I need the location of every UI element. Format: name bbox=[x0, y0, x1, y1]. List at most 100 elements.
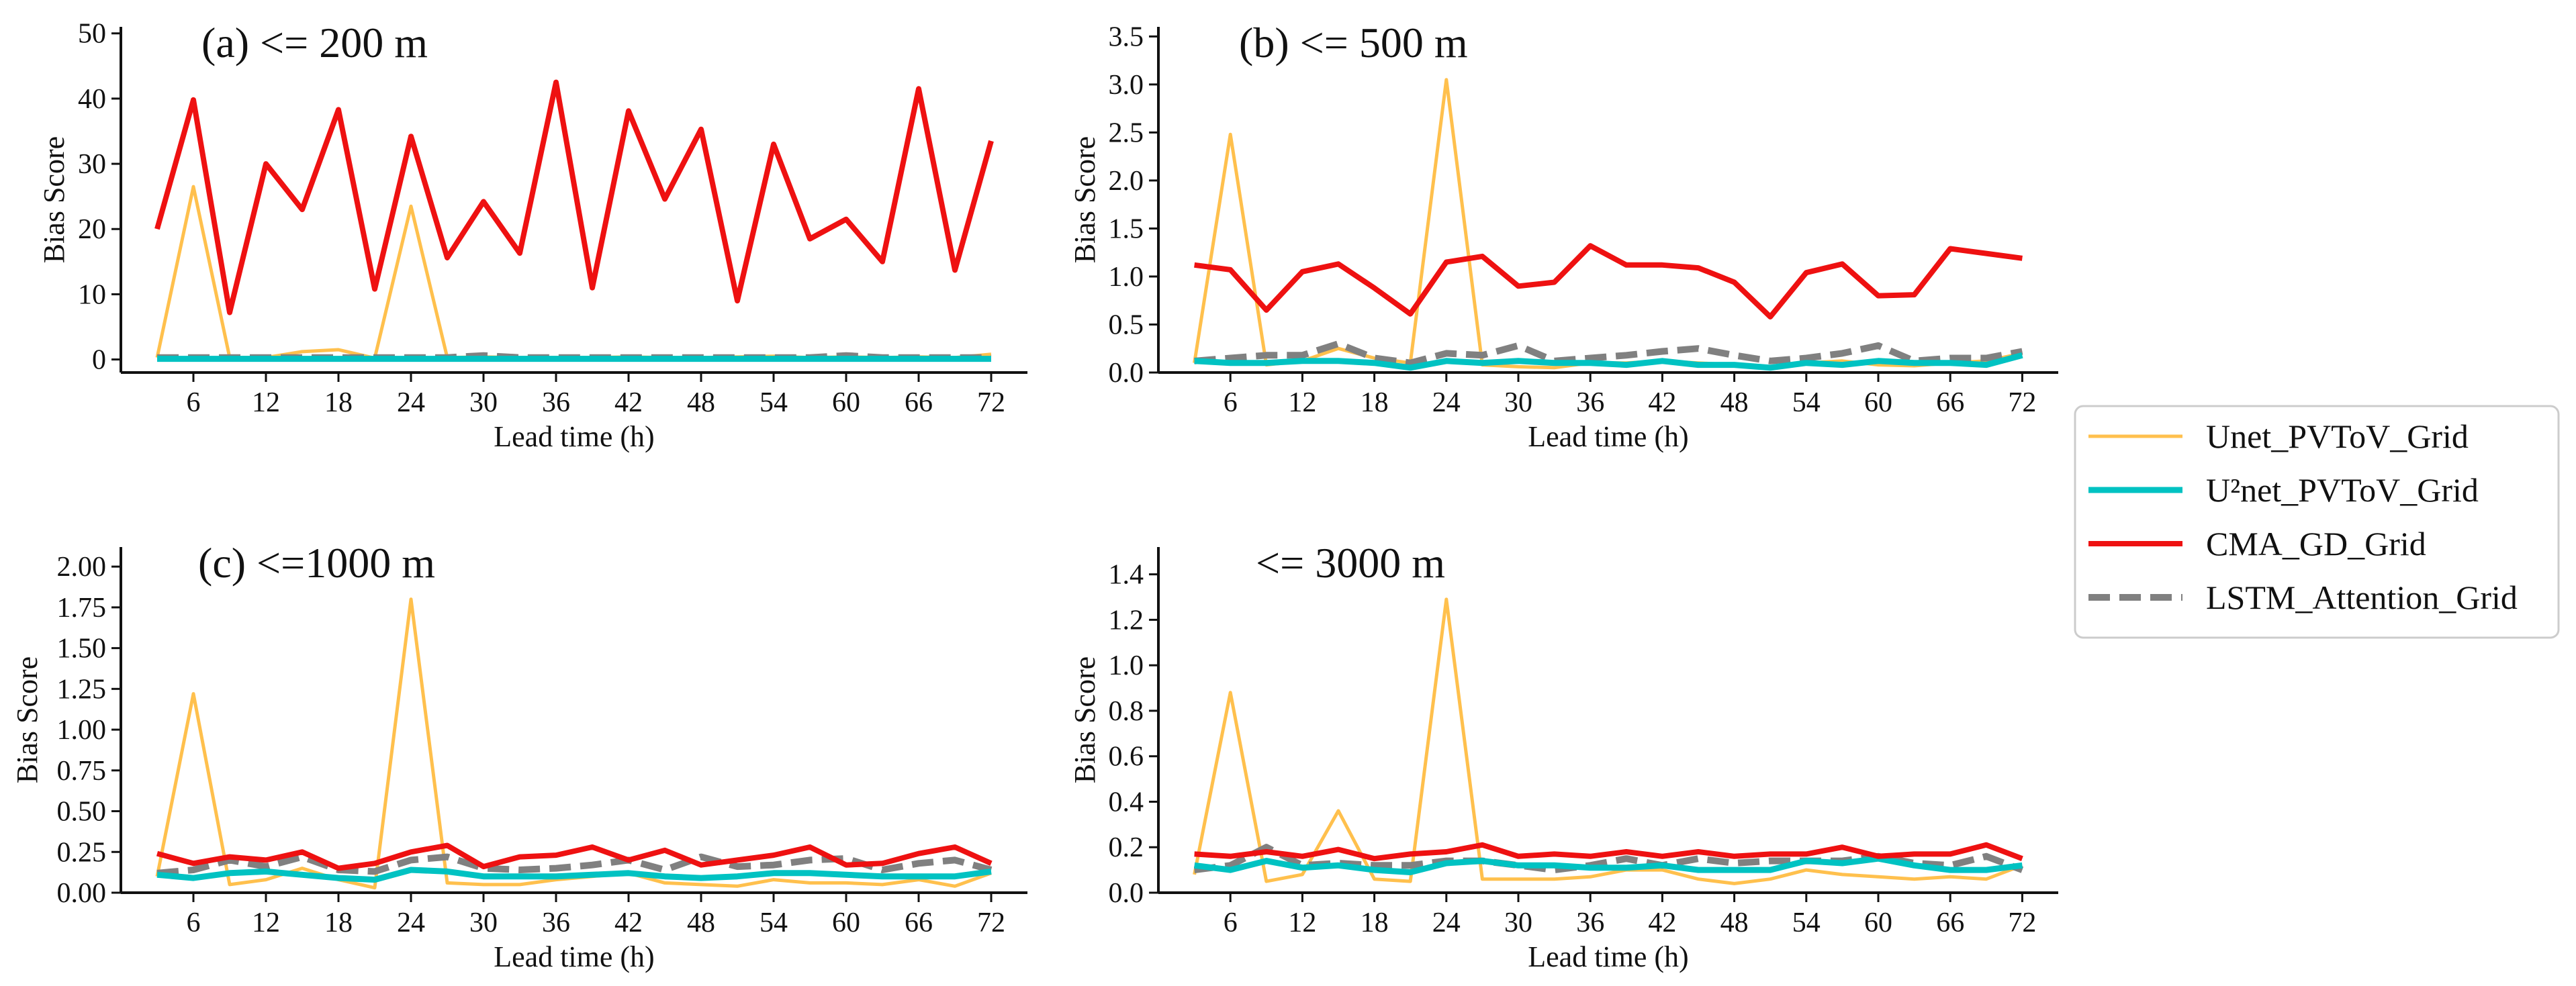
series-line-u2net bbox=[156, 867, 992, 883]
x-tick-label: 54 bbox=[760, 907, 788, 938]
x-tick-label: 48 bbox=[1720, 907, 1749, 938]
x-tick-label: 72 bbox=[2008, 907, 2036, 938]
y-tick-label: 20 bbox=[78, 214, 106, 245]
series-line-cma bbox=[1194, 243, 2023, 319]
x-tick-label: 72 bbox=[2008, 387, 2036, 418]
y-tick-label: 0.0 bbox=[1109, 358, 1144, 389]
y-tick-label: 1.50 bbox=[57, 634, 107, 664]
y-axis-label: Bias Score bbox=[1068, 656, 1101, 783]
legend: Unet_PVToV_Grid U²net_PVToV_Grid CMA_GD_Gr… bbox=[2074, 405, 2560, 639]
y-tick-label: 1.75 bbox=[57, 593, 107, 624]
y-tick-label: 3.0 bbox=[1109, 70, 1144, 101]
y-tick-label: 1.00 bbox=[57, 715, 107, 746]
x-tick-label: 48 bbox=[687, 907, 715, 938]
x-tick-label: 54 bbox=[1792, 907, 1821, 938]
x-tick-label: 42 bbox=[614, 387, 643, 418]
legend-box bbox=[2074, 405, 2560, 639]
y-tick-label: 0.0 bbox=[1109, 878, 1144, 909]
x-tick-label: 12 bbox=[1288, 907, 1316, 938]
y-tick-label: 2.0 bbox=[1109, 166, 1144, 197]
y-tick-label: 0.5 bbox=[1109, 309, 1144, 340]
x-tick-label: 18 bbox=[324, 387, 353, 418]
x-tick-label: 12 bbox=[252, 387, 280, 418]
x-tick-label: 18 bbox=[1361, 907, 1389, 938]
y-axis-label: Bias Score bbox=[38, 136, 71, 263]
x-tick-label: 12 bbox=[252, 907, 280, 938]
x-axis-label: Lead time (h) bbox=[494, 420, 654, 453]
panel-title: (b) <= 500 m bbox=[1239, 19, 1468, 66]
y-tick-label: 0.00 bbox=[57, 878, 107, 909]
x-tick-label: 66 bbox=[905, 907, 933, 938]
series-line-lstm bbox=[156, 853, 993, 877]
x-tick-label: 24 bbox=[397, 387, 425, 418]
y-tick-label: 10 bbox=[78, 279, 106, 310]
y-tick-label: 1.5 bbox=[1109, 213, 1144, 244]
y-tick-label: 3.5 bbox=[1109, 21, 1144, 52]
y-tick-label: 0 bbox=[92, 345, 106, 376]
chart-panel-4: 6 12 18 24 30 36 42 48 54 60 66 72 0.0 0.2 0.4 0.6 0.8 1.… bbox=[1068, 539, 2058, 973]
y-tick-label: 0.6 bbox=[1109, 742, 1144, 773]
x-tick-label: 66 bbox=[905, 387, 933, 418]
y-tick-label: 1.4 bbox=[1109, 560, 1144, 591]
series-line-unet bbox=[1193, 597, 2023, 885]
y-tick-label: 0.8 bbox=[1109, 696, 1144, 727]
x-axis-label: Lead time (h) bbox=[1528, 940, 1688, 973]
series-line-unet bbox=[1193, 78, 2023, 370]
y-tick-label: 2.5 bbox=[1109, 117, 1144, 148]
x-tick-label: 6 bbox=[187, 907, 201, 938]
y-tick-label: 1.0 bbox=[1109, 650, 1144, 681]
x-tick-label: 54 bbox=[1792, 387, 1821, 418]
y-tick-label: 30 bbox=[78, 149, 106, 180]
x-tick-label: 60 bbox=[832, 907, 860, 938]
x-tick-label: 36 bbox=[542, 387, 570, 418]
x-tick-label: 6 bbox=[187, 387, 201, 418]
y-tick-label: 40 bbox=[78, 84, 106, 115]
x-tick-label: 36 bbox=[542, 907, 570, 938]
series-line-lstm bbox=[1194, 340, 2023, 366]
x-tick-label: 30 bbox=[469, 387, 498, 418]
y-tick-label: 0.75 bbox=[57, 756, 107, 787]
y-tick-label: 1.0 bbox=[1109, 262, 1144, 293]
x-tick-label: 60 bbox=[1864, 387, 1892, 418]
x-tick-label: 12 bbox=[1288, 387, 1316, 418]
x-tick-label: 66 bbox=[1936, 907, 1964, 938]
y-tick-label: 0.50 bbox=[57, 797, 107, 828]
y-tick-label: 2.00 bbox=[57, 552, 107, 583]
x-tick-label: 48 bbox=[1720, 387, 1749, 418]
x-tick-label: 66 bbox=[1936, 387, 1964, 418]
x-tick-label: 6 bbox=[1224, 907, 1238, 938]
x-tick-label: 6 bbox=[1224, 387, 1238, 418]
panel-title: (a) <= 200 m bbox=[201, 19, 428, 66]
y-tick-label: 1.2 bbox=[1109, 605, 1144, 636]
x-tick-label: 24 bbox=[1432, 387, 1461, 418]
y-tick-label: 0.4 bbox=[1109, 787, 1144, 818]
panel-title: (c) <=1000 m bbox=[198, 539, 435, 587]
y-tick-label: 1.25 bbox=[57, 674, 107, 705]
x-tick-label: 60 bbox=[1864, 907, 1892, 938]
x-axis-label: Lead time (h) bbox=[1528, 420, 1688, 453]
x-tick-label: 24 bbox=[1432, 907, 1461, 938]
legend-label-lstm: LSTM_Attention_Grid bbox=[2206, 579, 2518, 616]
x-tick-label: 72 bbox=[977, 387, 1005, 418]
x-axis-label: Lead time (h) bbox=[494, 940, 654, 973]
series-line-u2net bbox=[1194, 855, 2023, 875]
y-tick-label: 50 bbox=[78, 19, 106, 50]
series-line-cma bbox=[156, 842, 993, 871]
x-tick-label: 42 bbox=[614, 907, 643, 938]
x-tick-label: 24 bbox=[397, 907, 425, 938]
y-tick-label: 0.25 bbox=[57, 837, 107, 868]
chart-panel-3: 6 12 18 24 30 36 42 48 54 60 66 72 0.00 0.25 0.50 0.75 1… bbox=[11, 539, 1027, 973]
series-line-u2net bbox=[1194, 352, 2023, 371]
series-line-unet bbox=[155, 597, 992, 890]
x-tick-label: 30 bbox=[469, 907, 498, 938]
chart-panel-2: 6 12 18 24 30 36 42 48 54 60 66 72 0.0 0.5 1.0 1.5 2.0 2.… bbox=[1068, 19, 2058, 453]
series-line-cma bbox=[1194, 842, 2023, 862]
x-tick-label: 42 bbox=[1648, 907, 1676, 938]
y-axis-label: Bias Score bbox=[1068, 136, 1101, 263]
legend-label-unet: Unet_PVToV_Grid bbox=[2206, 417, 2469, 455]
x-tick-label: 30 bbox=[1504, 387, 1532, 418]
x-tick-label: 60 bbox=[832, 387, 860, 418]
y-tick-label: 0.2 bbox=[1109, 832, 1144, 863]
series-line-unet bbox=[155, 185, 992, 360]
